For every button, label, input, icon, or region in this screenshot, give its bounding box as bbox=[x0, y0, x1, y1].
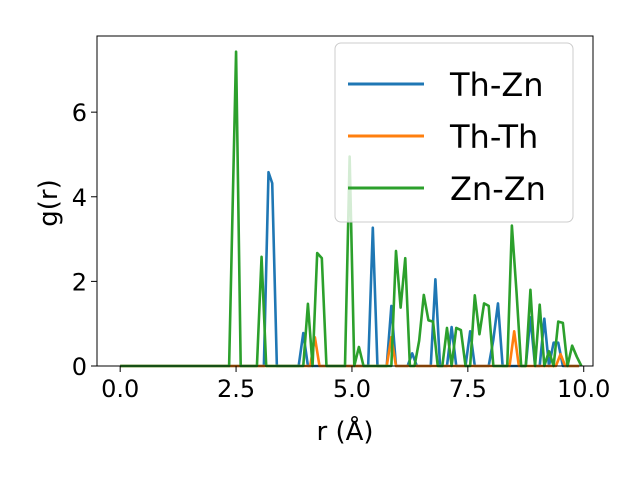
series-line-th-th bbox=[120, 330, 580, 368]
y-tick-label: 4 bbox=[72, 184, 87, 212]
x-axis-label: r (Å) bbox=[316, 415, 373, 447]
y-tick-label: 0 bbox=[72, 353, 87, 381]
y-tick-label: 2 bbox=[72, 268, 87, 296]
series-line-zn-zn bbox=[120, 50, 583, 368]
legend-label-zn-zn: Zn-Zn bbox=[450, 170, 546, 208]
y-tick-label: 6 bbox=[72, 99, 87, 127]
legend-box bbox=[334, 42, 574, 223]
x-tick-label: 0.0 bbox=[101, 375, 139, 403]
y-axis-label: g(r) bbox=[34, 179, 64, 226]
x-tick-label: 7.5 bbox=[449, 375, 487, 403]
x-tick-label: 5.0 bbox=[333, 375, 371, 403]
legend: Th-Zn Th-Th Zn-Zn bbox=[334, 42, 574, 223]
legend-label-th-zn: Th-Zn bbox=[449, 66, 544, 104]
x-tick-label: 2.5 bbox=[217, 375, 255, 403]
legend-label-th-th: Th-Th bbox=[449, 118, 538, 156]
x-tick-label: 10.0 bbox=[557, 375, 610, 403]
plot-frame bbox=[96, 35, 594, 367]
